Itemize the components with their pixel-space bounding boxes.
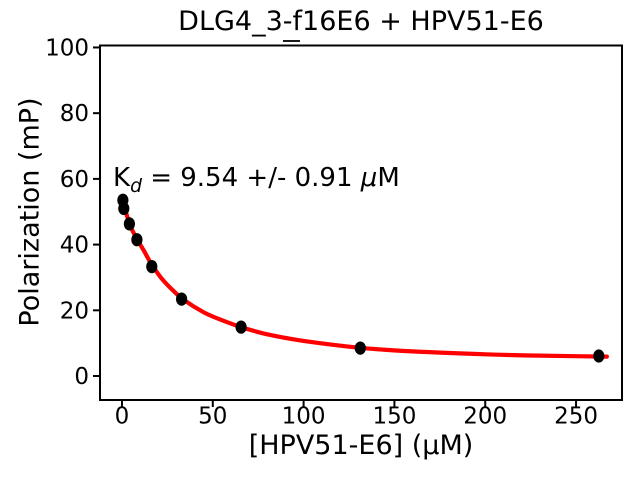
- data-point: [118, 201, 130, 216]
- plot-title: DLG4_3-f16E6 + HPV51-E6: [178, 6, 544, 37]
- y-tick-label: 0: [74, 364, 89, 390]
- kd-annotation: Kd = 9.54 +/- 0.91 μM: [113, 163, 400, 197]
- kd-symbol: K: [113, 163, 131, 193]
- title-underscore-artifact: [283, 40, 300, 42]
- x-axis-label: [HPV51-E6] (μM): [248, 430, 474, 461]
- data-point: [235, 320, 247, 334]
- kd-value-text: = 9.54 +/- 0.91: [141, 163, 361, 193]
- y-tick-label: 60: [60, 167, 89, 193]
- x-tick-label: 250: [554, 404, 598, 430]
- data-point: [354, 341, 366, 355]
- fit-curve: [119, 196, 609, 359]
- data-point: [146, 260, 158, 274]
- y-tick-label: 20: [60, 298, 89, 324]
- data-point: [131, 233, 143, 247]
- x-tick-label: 150: [372, 404, 416, 430]
- data-point: [593, 349, 605, 363]
- x-tick-label: 50: [198, 404, 227, 430]
- data-point: [123, 217, 135, 231]
- kd-subscript: d: [130, 176, 142, 198]
- y-tick-label: 40: [60, 233, 89, 259]
- x-tick-label: 100: [282, 404, 326, 430]
- x-tick-label: 0: [115, 404, 130, 430]
- kd-unit-label: M: [377, 163, 400, 193]
- y-axis-label: Polarization (mP): [14, 97, 46, 327]
- plot-frame: [99, 44, 623, 401]
- y-tick-label: 80: [60, 101, 89, 127]
- mu-symbol: μ: [360, 163, 378, 193]
- y-tick-label: 100: [45, 35, 89, 61]
- x-tick-label: 200: [463, 404, 507, 430]
- data-point: [176, 292, 188, 306]
